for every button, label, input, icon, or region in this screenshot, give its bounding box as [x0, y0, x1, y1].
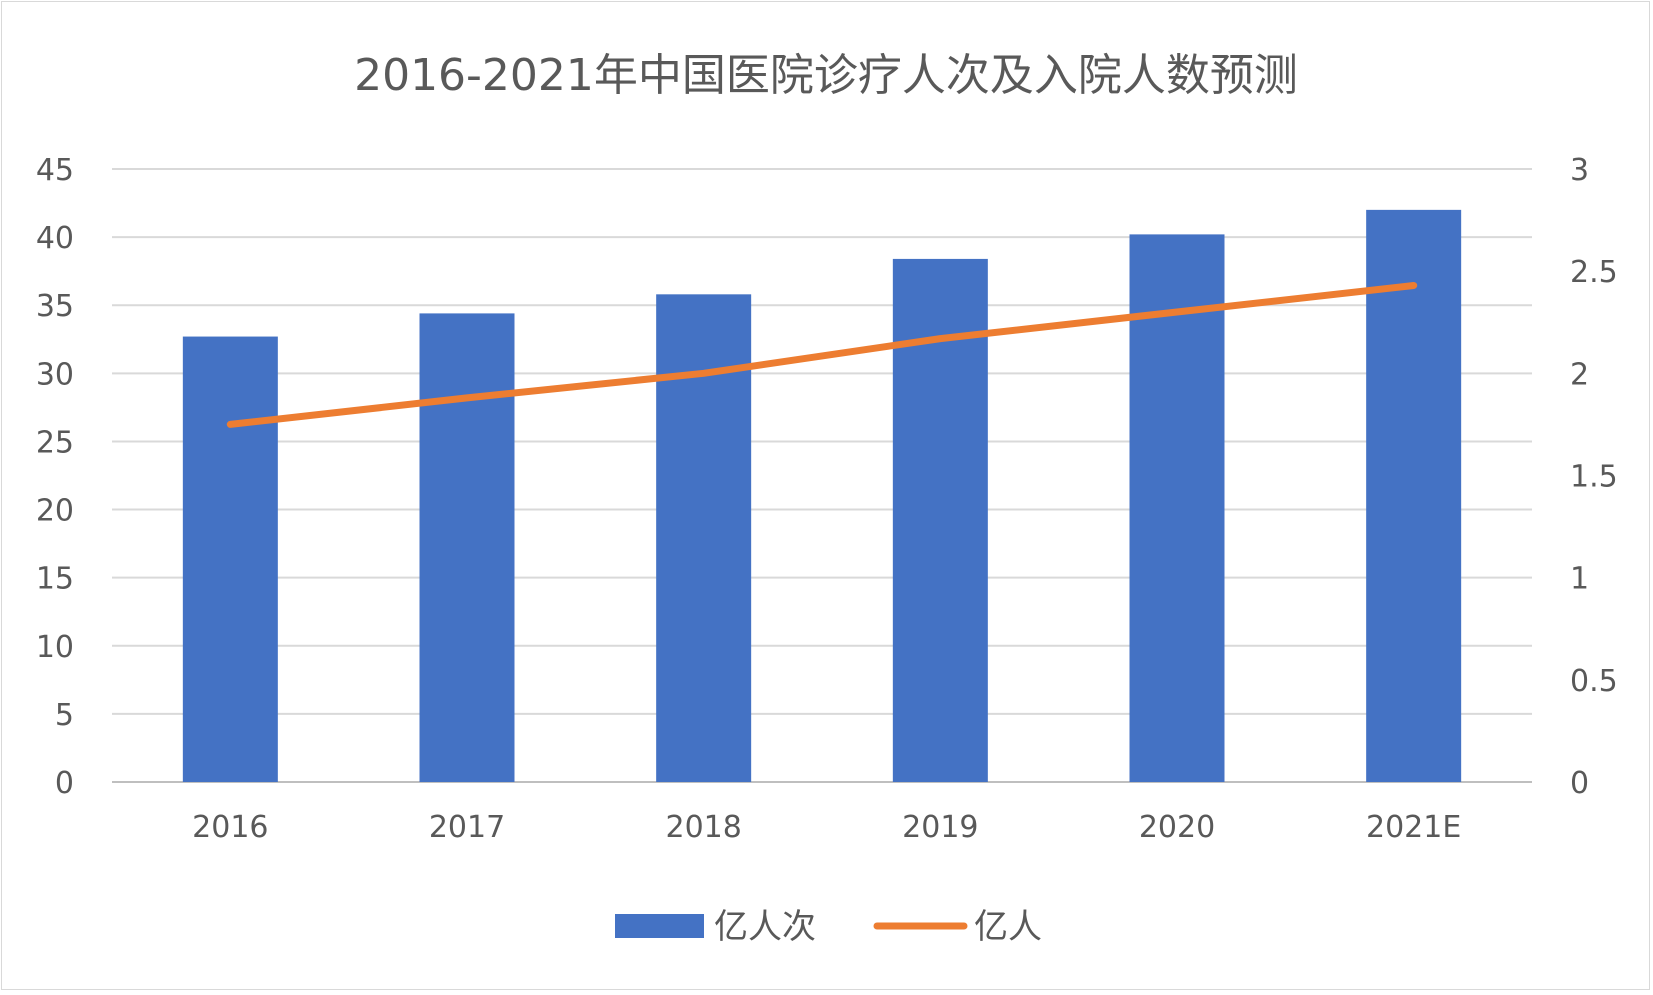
bar-2016 — [183, 337, 278, 782]
line-layer — [230, 285, 1414, 424]
x-tick-label: 2016 — [192, 810, 268, 845]
y-left-tick-label: 30 — [36, 357, 74, 392]
y-left-tick-label: 20 — [36, 494, 74, 529]
y-left-tick-label: 40 — [36, 221, 74, 256]
x-tick-label: 2021E — [1366, 810, 1461, 845]
x-tick-label: 2018 — [665, 810, 741, 845]
y-left-tick-label: 25 — [36, 425, 74, 460]
y-left-tick-label: 45 — [36, 153, 74, 188]
y-left-tick-label: 0 — [55, 766, 74, 801]
y-right-tick-label: 0 — [1570, 766, 1589, 801]
legend-bar-swatch — [615, 914, 704, 938]
x-tick-label: 2019 — [902, 810, 978, 845]
y-left-tick-label: 35 — [36, 289, 74, 324]
bar-2021E — [1366, 210, 1461, 782]
y-left-tick-label: 10 — [36, 630, 74, 665]
line-series-亿人 — [230, 286, 1413, 425]
legend-layer: 亿人次 亿人 — [615, 907, 1042, 947]
chart-title: 2016-2021年中国医院诊疗人次及入院人数预测 — [354, 50, 1298, 101]
y-right-tick-label: 1.5 — [1570, 460, 1618, 495]
grid-layer — [112, 169, 1532, 782]
y-left-tick-label: 15 — [36, 562, 74, 597]
y-right-tick-label: 2.5 — [1570, 255, 1618, 290]
legend-label-bar: 亿人次 — [714, 907, 816, 947]
x-tick-label: 2020 — [1139, 810, 1215, 845]
legend-label-line: 亿人 — [974, 907, 1042, 947]
y-right-tick-label: 0.5 — [1570, 664, 1618, 699]
x-tick-label: 2017 — [429, 810, 505, 845]
y-right-tick-label: 2 — [1570, 357, 1589, 392]
y-right-tick-label: 1 — [1570, 562, 1589, 597]
bar-2017 — [420, 313, 515, 782]
y-right-tick-label: 3 — [1570, 153, 1589, 188]
bars-layer — [183, 210, 1461, 782]
y-left-tick-label: 5 — [55, 698, 74, 733]
